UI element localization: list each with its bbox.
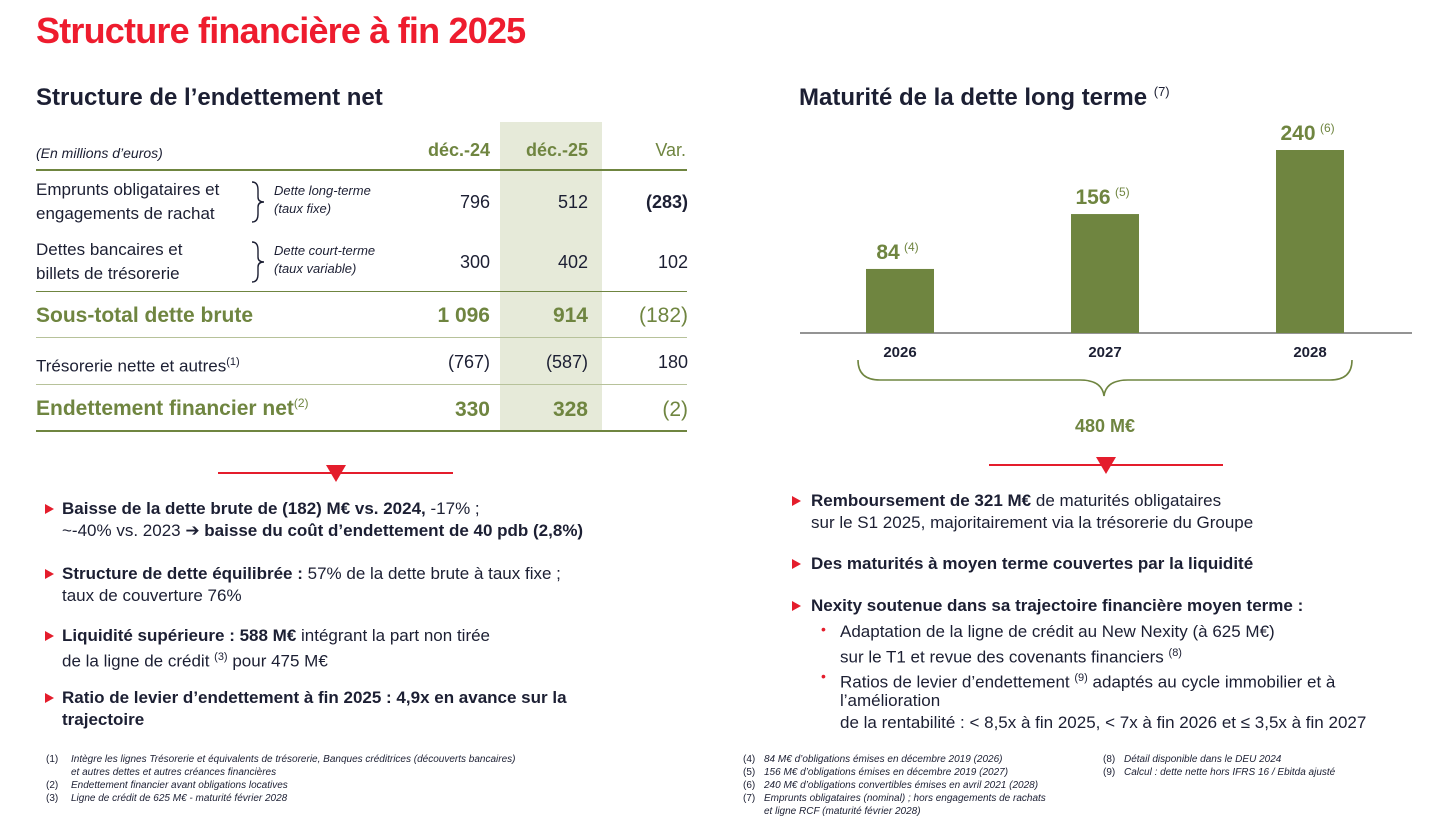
bullet-arrow-icon bbox=[792, 601, 801, 611]
row-bonds-brace-note-1: Dette long-terme bbox=[274, 183, 371, 198]
bullet-structure-line-1: Structure de dette équilibrée : 57% de l… bbox=[62, 564, 561, 583]
tick-label-2028: 2028 bbox=[1293, 344, 1326, 361]
row-bonds-label-2: engagements de rachat bbox=[36, 204, 215, 223]
bullet-arrow-icon bbox=[45, 504, 54, 514]
down-triangle-icon bbox=[1096, 457, 1116, 474]
total-brace-icon bbox=[857, 359, 1353, 397]
row-rule bbox=[36, 384, 687, 385]
curly-brace-icon bbox=[251, 181, 265, 223]
bar-2027 bbox=[1071, 214, 1139, 333]
maturity-heading: Maturité de la dette long terme (7) bbox=[799, 84, 1170, 111]
bullet-repayment-line-1: Remboursement de 321 M€ de maturités obl… bbox=[811, 491, 1222, 510]
bar-value-label-2026: 84 bbox=[876, 241, 900, 264]
bar-2028 bbox=[1276, 150, 1344, 333]
col-header-dec24: déc.-24 bbox=[427, 140, 490, 160]
row-bonds-brace-note-2: (taux fixe) bbox=[274, 201, 332, 216]
treasury-dec24: (767) bbox=[447, 352, 490, 372]
bar-note-2028: (6) bbox=[1320, 121, 1335, 135]
maturity-bar-chart: 480 M€ 84 (4) 2026 156 (5) 2027 240 (6) 2028 bbox=[800, 121, 1412, 436]
row-bonds-var: (283) bbox=[645, 192, 688, 212]
subtotal-label: Sous-total dette brute bbox=[36, 304, 254, 327]
bullet-gross-debt-line-1: Baisse de la dette brute de (182) M€ vs.… bbox=[62, 499, 480, 518]
bullet-liquidity-line-2: de la ligne de crédit (3) pour 475 M€ bbox=[62, 651, 328, 671]
bullet-arrow-icon bbox=[792, 559, 801, 569]
net-debt-dec24: 330 bbox=[454, 398, 490, 421]
page-title: Structure financière à fin 2025 bbox=[36, 10, 526, 51]
table-bottom-rule bbox=[36, 430, 687, 432]
row-bonds-dec25: 512 bbox=[557, 192, 588, 212]
header-rule bbox=[36, 169, 687, 171]
net-debt-var: (2) bbox=[662, 398, 688, 421]
subtotal-dec24: 1 096 bbox=[437, 304, 490, 327]
bar-2026 bbox=[866, 268, 934, 333]
row-bank-brace-note-2: (taux variable) bbox=[274, 261, 357, 276]
down-triangle-icon bbox=[326, 465, 346, 482]
treasury-var: 180 bbox=[657, 352, 688, 372]
bar-value-label-2027: 156 bbox=[1075, 186, 1110, 209]
net-debt-label: Endettement financier net(2) bbox=[36, 396, 309, 420]
bullet-trajectory: Nexity soutenue dans sa trajectoire fina… bbox=[811, 596, 1304, 615]
tick-label-2027: 2027 bbox=[1088, 344, 1121, 361]
bar-note-2027: (5) bbox=[1115, 185, 1130, 199]
row-rule bbox=[36, 291, 687, 292]
bullet-structure-line-2: taux de couverture 76% bbox=[62, 586, 242, 605]
net-debt-dec25: 328 bbox=[552, 398, 588, 421]
tick-label-2026: 2026 bbox=[883, 344, 916, 361]
sub-credit-line-1: Adaptation de la ligne de crédit au New … bbox=[840, 622, 1275, 641]
col-header-var: Var. bbox=[655, 140, 686, 160]
row-bonds-label-1: Emprunts obligataires et bbox=[36, 180, 220, 199]
subtotal-var: (182) bbox=[638, 304, 688, 327]
row-bank-brace-note-1: Dette court-terme bbox=[274, 243, 376, 258]
bullet-liquidity-line-1: Liquidité supérieure : 588 M€ intégrant … bbox=[62, 626, 491, 645]
sub-credit-line-2: sur le T1 et revue des covenants financi… bbox=[840, 647, 1182, 667]
treasury-dec25: (587) bbox=[545, 352, 588, 372]
sub-bullet-dot: • bbox=[821, 668, 826, 684]
dec25-column-band bbox=[500, 122, 602, 432]
col-header-dec25: déc.-25 bbox=[525, 140, 588, 160]
curly-brace-icon bbox=[251, 241, 265, 283]
row-bank-label-1: Dettes bancaires et bbox=[36, 240, 183, 259]
row-bank-dec24: 300 bbox=[459, 252, 490, 272]
row-bank-label-2: billets de trésorerie bbox=[36, 264, 180, 283]
bullet-arrow-icon bbox=[45, 569, 54, 579]
unit-note: (En millions d’euros) bbox=[36, 145, 163, 161]
bar-note-2026: (4) bbox=[904, 240, 919, 254]
bullet-leverage-line-1: Ratio de levier d’endettement à fin 2025… bbox=[62, 688, 567, 707]
sub-ratio-line-3: de la rentabilité : < 8,5x à fin 2025, <… bbox=[840, 713, 1367, 732]
row-rule bbox=[36, 337, 687, 338]
sub-ratio-line-1: Ratios de levier d’endettement (9) adapt… bbox=[840, 672, 1336, 692]
debt-structure-heading: Structure de l’endettement net bbox=[36, 84, 383, 111]
sub-ratio-line-2: l’amélioration bbox=[840, 691, 941, 710]
bullet-arrow-icon bbox=[45, 631, 54, 641]
bullet-repayment-line-2: sur le S1 2025, majoritairement via la t… bbox=[811, 513, 1254, 532]
bullet-leverage-line-2: trajectoire bbox=[62, 710, 145, 729]
sub-bullet-dot: • bbox=[821, 621, 826, 637]
bullet-arrow-icon bbox=[45, 693, 54, 703]
row-bank-var: 102 bbox=[657, 252, 688, 272]
subtotal-dec25: 914 bbox=[552, 304, 588, 327]
bullet-maturities: Des maturités à moyen terme couvertes pa… bbox=[811, 554, 1254, 573]
bar-value-label-2028: 240 bbox=[1280, 122, 1315, 145]
bullet-gross-debt-line-2: ~-40% vs. 2023 ➔ baisse du coût d’endett… bbox=[62, 521, 584, 540]
bullet-arrow-icon bbox=[792, 496, 801, 506]
row-bonds-dec24: 796 bbox=[459, 192, 490, 212]
row-bank-dec25: 402 bbox=[557, 252, 588, 272]
total-label: 480 M€ bbox=[1075, 416, 1135, 436]
treasury-label: Trésorerie nette et autres(1) bbox=[36, 356, 240, 376]
